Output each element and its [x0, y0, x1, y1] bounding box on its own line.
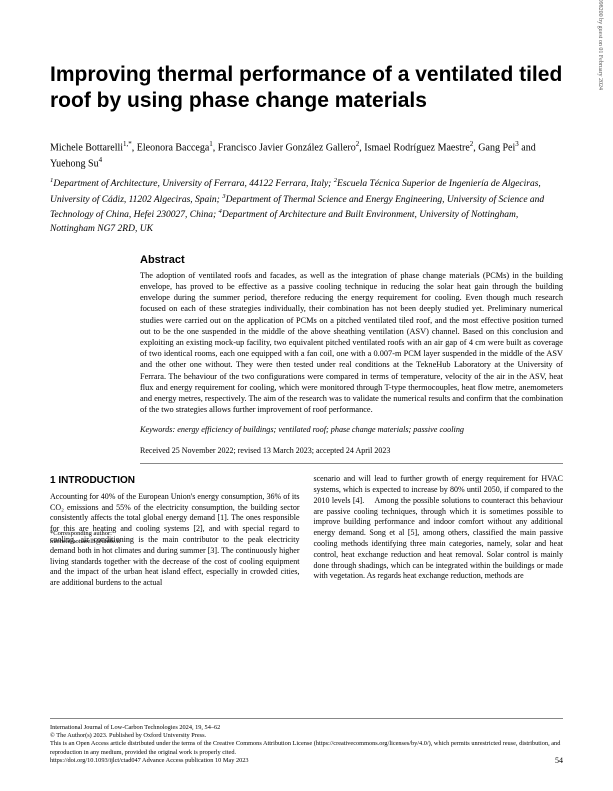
column-right-text: scenario and will lead to further growth… [314, 474, 564, 582]
corresponding-label: *Corresponding author: [50, 530, 112, 537]
corresponding-author: *Corresponding author: michele.bottarell… [50, 530, 130, 547]
author-list: Michele Bottarelli1,*, Eleonora Baccega1… [50, 139, 563, 172]
article-dates: Received 25 November 2022; revised 13 Ma… [140, 446, 563, 464]
column-right: scenario and will lead to further growth… [314, 474, 564, 589]
footer-license: This is an Open Access article distribut… [50, 740, 563, 756]
footer-copyright: © The Author(s) 2023. Published by Oxfor… [50, 732, 563, 740]
page-footer: International Journal of Low-Carbon Tech… [50, 718, 563, 765]
section-heading-introduction: 1 INTRODUCTION [50, 474, 300, 488]
affiliations: 1Department of Architecture, University … [50, 176, 563, 236]
footer-doi: https://doi.org/10.1093/ijlct/ctad047 Ad… [50, 757, 563, 765]
keywords: Keywords: energy efficiency of buildings… [140, 425, 563, 434]
page-container: Improving thermal performance of a venti… [0, 0, 613, 791]
page-number: 54 [555, 756, 563, 765]
download-watermark: Downloaded from https://academic.oup.com… [597, 0, 603, 90]
footer-journal: International Journal of Low-Carbon Tech… [50, 724, 563, 732]
abstract-body: The adoption of ventilated roofs and fac… [140, 270, 563, 415]
corresponding-email: michele.bottarelli@unife.it [50, 538, 120, 545]
abstract-heading: Abstract [140, 254, 563, 266]
paper-title: Improving thermal performance of a venti… [50, 62, 563, 115]
